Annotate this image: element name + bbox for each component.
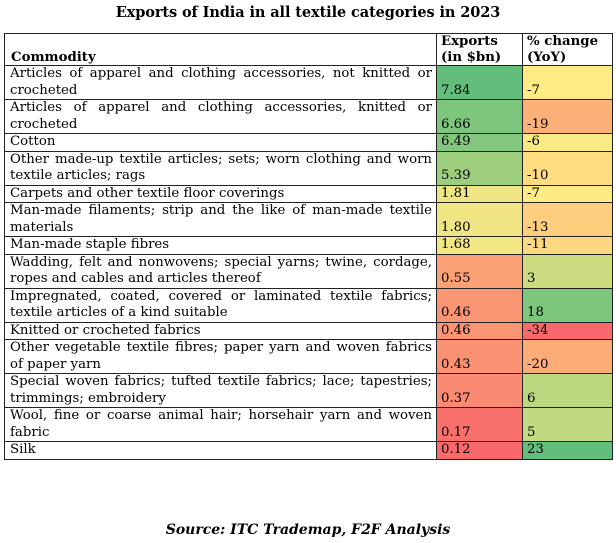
exports-cell: 0.12 (436, 441, 523, 460)
change-cell: 18 (522, 287, 613, 323)
header-commodity: Commodity (4, 33, 437, 66)
exports-cell: 0.46 (436, 321, 523, 340)
commodity-cell: Special woven fabrics; tufted textile fa… (4, 373, 437, 408)
exports-cell: 1.68 (436, 236, 523, 255)
table-row: Impregnated, coated, covered or laminate… (4, 287, 613, 323)
change-cell: -19 (522, 99, 613, 134)
header-exports: Exports (in $bn) (436, 33, 523, 66)
exports-cell: 0.17 (436, 407, 523, 442)
table-row: Special woven fabrics; tufted textile fa… (4, 373, 613, 408)
change-cell: -6 (522, 133, 613, 152)
exports-table: Commodity Exports (in $bn) % change (YoY… (4, 33, 613, 460)
table-row: Knitted or crocheted fabrics 0.46 -34 (4, 321, 613, 340)
commodity-cell: Other made-up textile articles; sets; wo… (4, 150, 437, 186)
change-cell: -7 (522, 184, 613, 203)
commodity-cell: Wool, fine or coarse animal hair; horseh… (4, 407, 437, 442)
commodity-cell: Impregnated, coated, covered or laminate… (4, 287, 437, 323)
table-row: Articles of apparel and clothing accesso… (4, 99, 613, 134)
change-cell: 6 (522, 373, 613, 408)
table-row: Man-made staple fibres 1.68 -11 (4, 236, 613, 255)
header-exports-line1: Exports (441, 34, 498, 49)
source-note: Source: ITC Trademap, F2F Analysis (165, 522, 451, 538)
table-row: Articles of apparel and clothing accesso… (4, 65, 613, 100)
change-cell: -10 (522, 150, 613, 186)
exports-cell: 0.43 (436, 339, 523, 374)
exports-cell: 0.46 (436, 287, 523, 323)
exports-cell: 7.84 (436, 65, 523, 100)
exports-cell: 1.80 (436, 202, 523, 237)
change-cell: 5 (522, 407, 613, 442)
commodity-cell: Other vegetable textile fibres; paper ya… (4, 339, 437, 374)
change-cell: -13 (522, 202, 613, 237)
exports-cell: 5.39 (436, 150, 523, 186)
change-cell: -20 (522, 339, 613, 374)
commodity-cell: Cotton (4, 133, 437, 152)
change-cell: -7 (522, 65, 613, 100)
exports-cell: 0.55 (436, 253, 523, 289)
commodity-cell: Wadding, felt and nonwovens; special yar… (4, 253, 437, 289)
chart-title: Exports of India in all textile categori… (115, 4, 501, 21)
table-row: Cotton 6.49 -6 (4, 133, 613, 152)
table-body: Articles of apparel and clothing accesso… (4, 65, 613, 460)
table-row: Wool, fine or coarse animal hair; horseh… (4, 407, 613, 442)
change-cell: -11 (522, 236, 613, 255)
table-row: Wadding, felt and nonwovens; special yar… (4, 253, 613, 289)
header-change-line1: % change (527, 34, 599, 49)
change-cell: 23 (522, 441, 613, 460)
table-row: Carpets and other textile floor covering… (4, 184, 613, 203)
header-change: % change (YoY) (522, 33, 613, 66)
header-exports-line2: (in $bn) (441, 49, 502, 65)
exports-cell: 6.49 (436, 133, 523, 152)
commodity-cell: Man-made filaments; strip and the like o… (4, 202, 437, 237)
commodity-cell: Articles of apparel and clothing accesso… (4, 65, 437, 100)
table-row: Other vegetable textile fibres; paper ya… (4, 339, 613, 374)
exports-cell: 6.66 (436, 99, 523, 134)
commodity-cell: Silk (4, 441, 437, 460)
exports-cell: 1.81 (436, 184, 523, 203)
exports-cell: 0.37 (436, 373, 523, 408)
table-row: Man-made filaments; strip and the like o… (4, 202, 613, 237)
commodity-cell: Articles of apparel and clothing accesso… (4, 99, 437, 134)
header-row: Commodity Exports (in $bn) % change (YoY… (4, 33, 613, 66)
commodity-cell: Man-made staple fibres (4, 236, 437, 255)
change-cell: -34 (522, 321, 613, 340)
table-row: Other made-up textile articles; sets; wo… (4, 150, 613, 186)
commodity-cell: Knitted or crocheted fabrics (4, 321, 437, 340)
change-cell: 3 (522, 253, 613, 289)
commodity-cell: Carpets and other textile floor covering… (4, 184, 437, 203)
table-row: Silk 0.12 23 (4, 441, 613, 460)
header-change-line2: (YoY) (527, 49, 567, 65)
